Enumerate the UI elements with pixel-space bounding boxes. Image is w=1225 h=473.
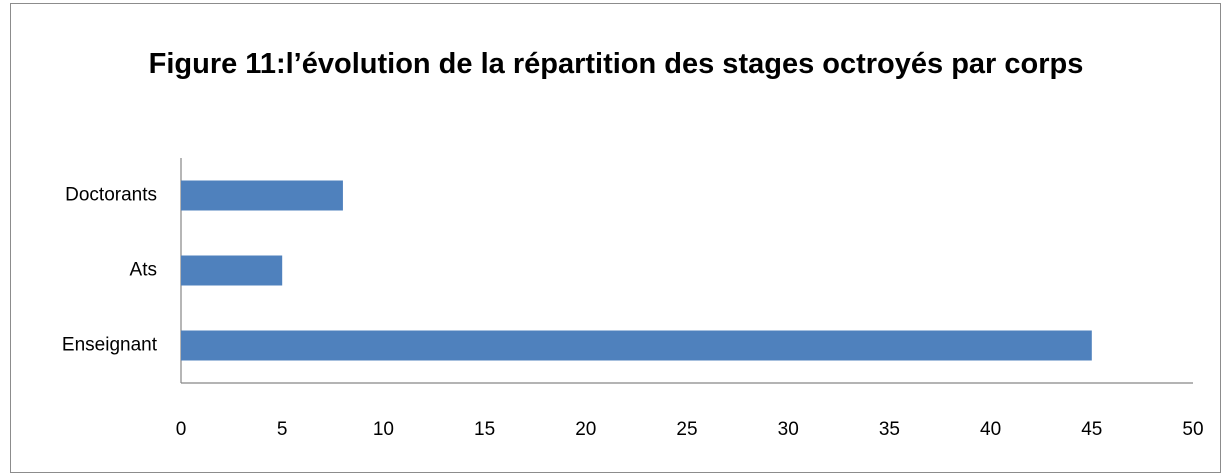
x-tick-label: 35 — [879, 419, 900, 440]
x-tick-label: 20 — [575, 419, 596, 440]
page: Figure 11:l’évolution de la répartition … — [10, 3, 1221, 473]
x-tick-label: 15 — [474, 419, 495, 440]
x-tick-label: 10 — [373, 419, 394, 440]
y-tick-label: Enseignant — [62, 335, 158, 356]
y-tick-label: Doctorants — [65, 185, 157, 206]
x-tick-label: 5 — [277, 419, 288, 440]
x-tick-label: 30 — [778, 419, 799, 440]
y-tick-label: Ats — [130, 260, 157, 281]
bar — [181, 330, 1092, 361]
bar — [181, 255, 283, 286]
x-tick-label: 25 — [676, 419, 697, 440]
x-tick-label: 40 — [980, 419, 1001, 440]
x-tick-label: 45 — [1081, 419, 1102, 440]
bar — [181, 180, 343, 211]
chart: 0 5 10 15 20 25 30 35 40 45 50 Enseignant Ats Doctora… — [62, 158, 1204, 440]
x-tick-label: 50 — [1182, 419, 1203, 440]
x-tick-label: 0 — [176, 419, 187, 440]
chart-title: Figure 11:l’évolution de la répartition … — [148, 48, 1084, 80]
